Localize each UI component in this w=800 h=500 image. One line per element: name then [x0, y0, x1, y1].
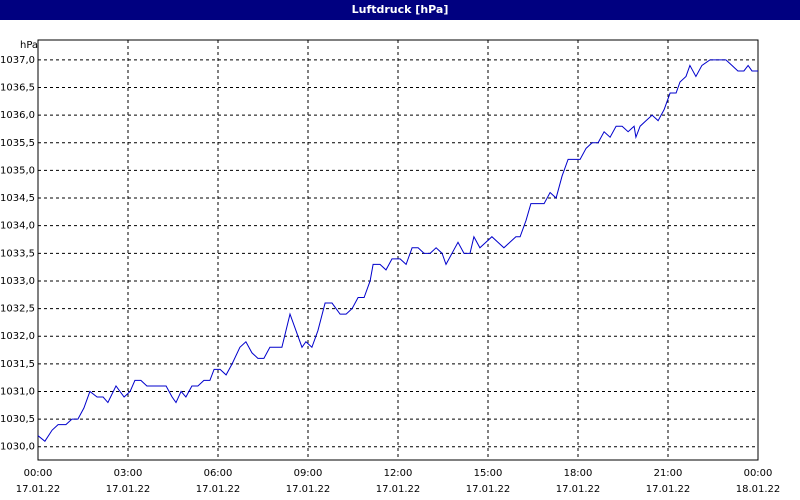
- y-tick-label: 1031,5: [0, 359, 35, 370]
- y-tick-label: 1037,0: [0, 55, 35, 66]
- x-tick-label: 00:00: [24, 468, 53, 479]
- y-tick-label: 1031,0: [0, 386, 35, 397]
- x-tick-label: 09:00: [294, 468, 323, 479]
- x-tick-date: 17.01.22: [286, 484, 331, 495]
- y-axis-label: hPa: [20, 40, 38, 51]
- x-tick-label: 06:00: [204, 468, 233, 479]
- x-tick-date: 17.01.22: [196, 484, 241, 495]
- x-tick-date: 17.01.22: [556, 484, 601, 495]
- y-tick-label: 1034,5: [0, 193, 35, 204]
- chart-title: Luftdruck [hPa]: [0, 0, 800, 20]
- y-tick-label: 1036,5: [0, 83, 35, 94]
- y-tick-label: 1034,0: [0, 221, 35, 232]
- x-tick-label: 18:00: [564, 468, 593, 479]
- x-tick-label: 03:00: [114, 468, 143, 479]
- x-tick-date: 17.01.22: [106, 484, 151, 495]
- y-tick-label: 1030,5: [0, 414, 35, 425]
- x-tick-label: 00:00: [744, 468, 773, 479]
- y-tick-label: 1035,0: [0, 165, 35, 176]
- x-tick-date: 17.01.22: [646, 484, 691, 495]
- x-tick-date: 18.01.22: [736, 484, 781, 495]
- y-tick-label: 1032,0: [0, 331, 35, 342]
- y-tick-label: 1035,5: [0, 138, 35, 149]
- y-tick-label: 1033,5: [0, 248, 35, 259]
- y-tick-label: 1033,0: [0, 276, 35, 287]
- x-tick-date: 17.01.22: [466, 484, 511, 495]
- x-tick-date: 17.01.22: [16, 484, 61, 495]
- y-tick-label: 1036,0: [0, 110, 35, 121]
- data-line: [37, 59, 758, 442]
- y-tick-label: 1032,5: [0, 304, 35, 315]
- x-tick-date: 17.01.22: [376, 484, 421, 495]
- x-tick-label: 15:00: [474, 468, 503, 479]
- x-tick-label: 21:00: [654, 468, 683, 479]
- y-tick-label: 1030,0: [0, 442, 35, 453]
- x-tick-label: 12:00: [384, 468, 413, 479]
